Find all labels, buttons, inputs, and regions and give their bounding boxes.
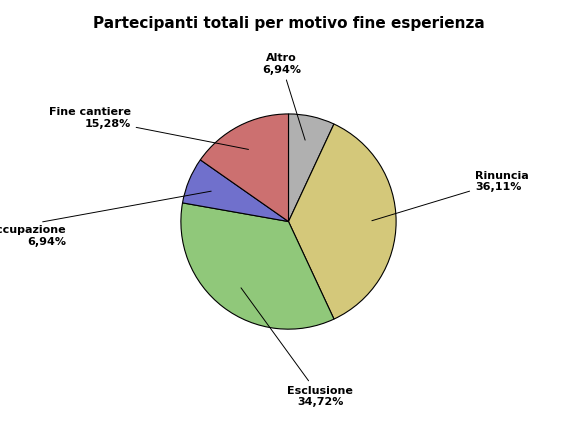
Wedge shape bbox=[288, 124, 396, 319]
Wedge shape bbox=[182, 160, 288, 222]
Wedge shape bbox=[181, 203, 334, 329]
Text: Esclusione
34,72%: Esclusione 34,72% bbox=[241, 288, 353, 407]
Text: Rinuncia per nuova occupazione
6,94%: Rinuncia per nuova occupazione 6,94% bbox=[0, 191, 211, 247]
Wedge shape bbox=[288, 114, 334, 222]
Title: Partecipanti totali per motivo fine esperienza: Partecipanti totali per motivo fine espe… bbox=[93, 16, 484, 31]
Text: Altro
6,94%: Altro 6,94% bbox=[262, 53, 305, 140]
Text: Fine cantiere
15,28%: Fine cantiere 15,28% bbox=[48, 108, 249, 149]
Wedge shape bbox=[200, 114, 288, 222]
Text: Rinuncia
36,11%: Rinuncia 36,11% bbox=[372, 170, 529, 221]
